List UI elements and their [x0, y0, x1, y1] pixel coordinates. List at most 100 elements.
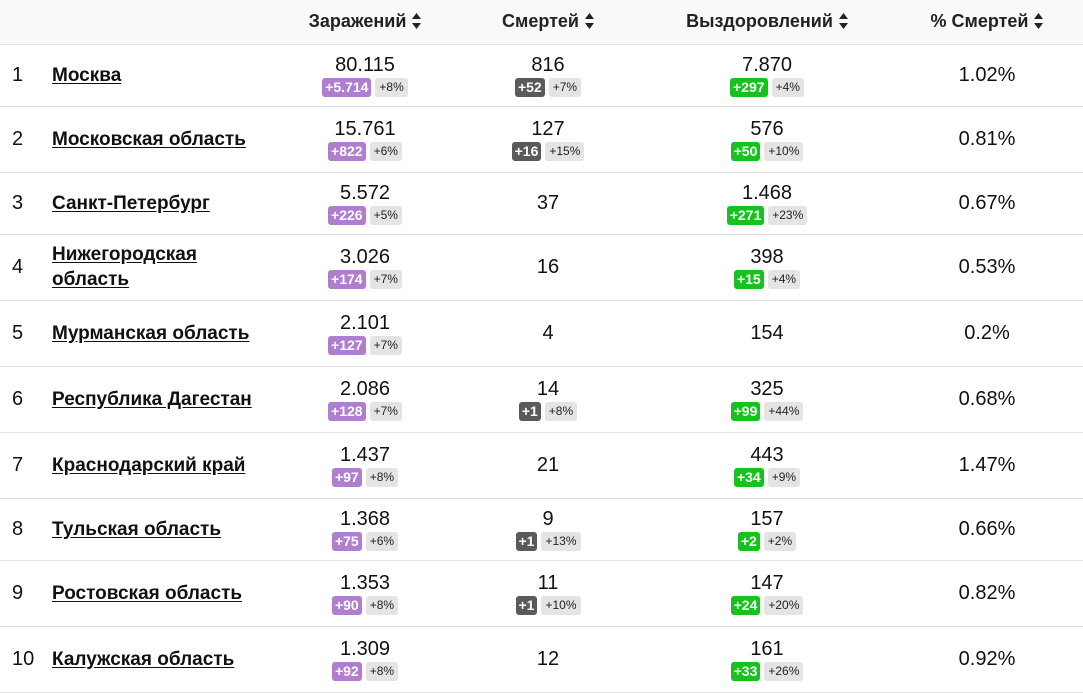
region-cell: Москва — [52, 44, 277, 106]
recoveries-cell: 443 +34 +9% — [643, 432, 891, 498]
infections-value: 1.368 — [339, 507, 391, 530]
rank-cell: 10 — [12, 647, 35, 670]
infections-delta-badge: +822 — [328, 141, 366, 161]
rank-cell: 9 — [12, 581, 24, 604]
infections-header-label: Заражений — [308, 11, 407, 32]
region-link[interactable]: Москва — [52, 64, 122, 86]
recoveries-value: 1.468 — [741, 181, 793, 204]
recoveries-value: 161 — [750, 637, 784, 660]
rank-cell: 3 — [12, 191, 24, 214]
recoveries-header[interactable]: Выздоровлений — [643, 0, 891, 44]
infections-pct-badge: +8% — [365, 595, 399, 615]
deaths-delta-badge: +1 — [518, 401, 541, 421]
infections-value: 1.437 — [339, 443, 391, 466]
recoveries-cell: 161 +33 +26% — [643, 626, 891, 692]
recoveries-delta-badge: +297 — [730, 77, 768, 97]
infections-pct-badge: +8% — [365, 467, 399, 487]
recoveries-cell: 154 — [643, 300, 891, 366]
death-rate-header[interactable]: % Смертей — [891, 0, 1083, 44]
death-rate-cell: 1.47% — [958, 453, 1016, 476]
infections-cell: 5.572 +226 +5% — [277, 172, 453, 234]
infections-delta-badge: +127 — [328, 335, 366, 355]
region-link[interactable]: Мурманская область — [52, 322, 250, 344]
infections-delta-badge: +128 — [328, 401, 366, 421]
region-cell: Республика Дагестан — [52, 366, 277, 432]
infections-value: 2.086 — [339, 377, 391, 400]
infections-header[interactable]: Заражений — [277, 0, 453, 44]
deaths-cell: 14 +1 +8% — [453, 366, 643, 432]
infections-cell: 15.761 +822 +6% — [277, 106, 453, 172]
recoveries-pct-badge: +10% — [764, 141, 804, 161]
region-header — [52, 0, 277, 44]
recoveries-badges: +297 +4% — [730, 77, 804, 97]
recoveries-pct-badge: +4% — [771, 77, 804, 97]
death-rate-header-label: % Смертей — [930, 11, 1029, 32]
recoveries-cell: 325 +99 +44% — [643, 366, 891, 432]
recoveries-cell: 576 +50 +10% — [643, 106, 891, 172]
deaths-pct-badge: +10% — [541, 595, 581, 615]
recoveries-cell: 157 +2 +2% — [643, 498, 891, 560]
region-link[interactable]: Республика Дагестан — [52, 388, 252, 410]
infections-value: 1.309 — [339, 637, 391, 660]
recoveries-pct-badge: +26% — [764, 661, 804, 681]
deaths-value: 37 — [536, 191, 560, 214]
sort-updown-icon[interactable] — [1034, 13, 1044, 30]
sort-updown-icon[interactable] — [412, 13, 422, 30]
deaths-header[interactable]: Смертей — [453, 0, 643, 44]
deaths-cell: 12 — [453, 626, 643, 692]
recoveries-delta-badge: +271 — [726, 205, 765, 225]
infections-pct-badge: +6% — [365, 531, 399, 551]
region-link[interactable]: Тульская область — [52, 518, 222, 540]
recoveries-value: 154 — [750, 321, 784, 344]
deaths-cell: 21 — [453, 432, 643, 498]
deaths-value: 21 — [536, 453, 560, 476]
infections-pct-badge: +7% — [369, 269, 402, 289]
recoveries-pct-badge: +2% — [763, 531, 797, 551]
recoveries-value: 325 — [750, 377, 784, 400]
deaths-badges: +52 +7% — [514, 77, 582, 97]
region-cell: Ростовская область — [52, 560, 277, 626]
region-link[interactable]: Нижегородская область — [52, 244, 197, 290]
infections-pct-badge: +8% — [375, 77, 408, 97]
deaths-cell: 11 +1 +10% — [453, 560, 643, 626]
region-cell: Краснодарский край — [52, 432, 277, 498]
recoveries-value: 7.870 — [741, 53, 793, 76]
infections-pct-badge: +5% — [369, 205, 402, 225]
region-link[interactable]: Ростовская область — [52, 582, 243, 604]
recoveries-badges: +2 +2% — [737, 531, 797, 551]
deaths-badges: +1 +13% — [515, 531, 581, 551]
recoveries-delta-badge: +24 — [730, 595, 761, 615]
deaths-value: 11 — [537, 571, 559, 594]
infections-delta-badge: +226 — [328, 205, 366, 225]
sort-updown-icon[interactable] — [584, 13, 594, 30]
table-row: 1 Москва 80.115 +5.714 +8% 816 +52 +7% 7… — [0, 44, 1083, 106]
infections-delta-badge: +92 — [331, 661, 362, 681]
infections-value: 5.572 — [339, 181, 391, 204]
region-cell: Нижегородская область — [52, 234, 277, 300]
recoveries-pct-badge: +23% — [768, 205, 808, 225]
deaths-pct-badge: +8% — [544, 401, 578, 421]
region-link[interactable]: Московская область — [52, 128, 246, 150]
region-link[interactable]: Калужская область — [52, 648, 235, 670]
recoveries-cell: 1.468 +271 +23% — [643, 172, 891, 234]
death-rate-cell: 0.81% — [958, 127, 1016, 150]
infections-badges: +92 +8% — [331, 661, 399, 681]
infections-cell: 1.368 +75 +6% — [277, 498, 453, 560]
deaths-header-label: Смертей — [502, 11, 579, 32]
region-link[interactable]: Краснодарский край — [52, 454, 246, 476]
recoveries-badges: +271 +23% — [726, 205, 808, 225]
infections-delta-badge: +5.714 — [322, 77, 372, 97]
sort-updown-icon[interactable] — [838, 13, 848, 30]
recoveries-badges: +50 +10% — [730, 141, 804, 161]
recoveries-delta-badge: +33 — [730, 661, 761, 681]
death-rate-cell: 0.53% — [958, 255, 1016, 278]
infections-cell: 1.353 +90 +8% — [277, 560, 453, 626]
recoveries-badges: +34 +9% — [733, 467, 801, 487]
region-link[interactable]: Санкт-Петербург — [52, 192, 210, 214]
infections-pct-badge: +7% — [369, 401, 402, 421]
table-header-row: Заражений Смертей Выздоровлений % Смерте… — [0, 0, 1083, 44]
infections-cell: 2.086 +128 +7% — [277, 366, 453, 432]
region-cell: Калужская область — [52, 626, 277, 692]
deaths-pct-badge: +13% — [541, 531, 581, 551]
table-row: 8 Тульская область 1.368 +75 +6% 9 +1 +1… — [0, 498, 1083, 560]
